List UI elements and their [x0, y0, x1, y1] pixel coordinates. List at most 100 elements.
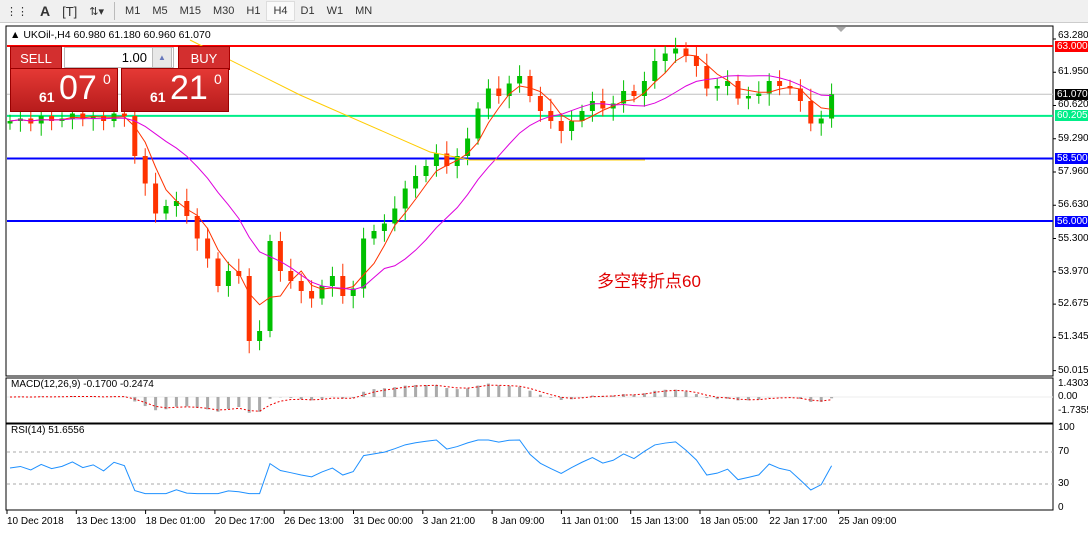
candle-body [579, 111, 585, 121]
candle-body [433, 153, 439, 166]
chart-annotation: 多空转折点60 [597, 272, 701, 291]
chart-header: ▲ UKOil-,H4 60.980 61.180 60.960 61.070 [10, 29, 211, 41]
candle-body [818, 118, 824, 124]
moving-average-fast [9, 54, 832, 306]
macd-label: MACD(12,26,9) -0.1700 -0.2474 [11, 379, 154, 390]
price-axis-label: 59.290 [1058, 132, 1088, 144]
candle-body [621, 91, 627, 104]
period-separator-icon[interactable]: ⋮⋮ [6, 5, 28, 18]
tf-m5[interactable]: M5 [152, 5, 168, 17]
candle-body [194, 216, 200, 239]
tf-mn[interactable]: MN [355, 5, 373, 17]
candle-body [361, 238, 367, 289]
tf-h4[interactable]: H4 [266, 1, 295, 21]
rsi-axis-label: 0 [1058, 502, 1064, 513]
candle-body [402, 188, 408, 209]
lot-size-input[interactable]: 1.00 [64, 47, 174, 68]
candle-body [704, 66, 710, 89]
candle-body [693, 56, 699, 66]
candle-body [745, 96, 751, 99]
candle-body [205, 238, 211, 259]
macd-frame [5, 377, 1054, 424]
candle-body [340, 276, 346, 296]
candle-body [90, 116, 96, 119]
buy-price[interactable]: 61 21 0 [121, 68, 229, 112]
candle-body [381, 223, 387, 231]
price-level-tag: 61.070 [1055, 88, 1088, 100]
lot-increase-button[interactable]: ▲ [152, 47, 172, 68]
candle-body [808, 101, 814, 124]
tf-d1[interactable]: D1 [300, 5, 315, 17]
candle-body [558, 121, 564, 131]
candle-body [444, 153, 450, 166]
candle-body [350, 288, 356, 296]
candle-body [132, 116, 138, 156]
arrows-icon[interactable]: ⇅▾ [89, 5, 105, 18]
candle-body [7, 121, 13, 124]
moving-average-long [189, 39, 645, 161]
sell-price-pips: 07 [59, 69, 97, 107]
candle-body [288, 271, 294, 281]
candle-body [215, 258, 221, 286]
candle-body [589, 101, 595, 111]
candle-body [756, 93, 762, 96]
price-axis-label: 51.345 [1058, 331, 1088, 343]
price-level-tag: 63.000 [1055, 40, 1088, 52]
candle-body [142, 156, 148, 184]
candle-body [797, 88, 803, 101]
candle-body [413, 176, 419, 189]
main-chart-frame [5, 25, 1054, 377]
candle-body [652, 61, 658, 81]
price-axis-label: 55.300 [1058, 232, 1088, 244]
candle-body [662, 53, 668, 61]
time-axis-label: 26 Dec 13:00 [284, 516, 344, 527]
chart-shift-marker [836, 27, 846, 32]
candle-body [173, 201, 179, 206]
text-label-icon[interactable]: [T] [62, 3, 78, 19]
buy-button[interactable]: BUY [178, 46, 230, 70]
tf-m1[interactable]: M1 [125, 5, 141, 17]
candle-body [246, 276, 252, 341]
time-axis-label: 25 Jan 09:00 [838, 516, 897, 527]
candle-body [465, 138, 471, 156]
candle-body [298, 281, 304, 291]
time-axis-label: 18 Jan 05:00 [700, 516, 758, 527]
tf-w1[interactable]: W1 [326, 5, 344, 17]
rsi-label: RSI(14) 51.6556 [11, 425, 85, 436]
rsi-line [9, 439, 833, 495]
rsi-frame [5, 423, 1054, 511]
price-axis-label: 60.620 [1058, 99, 1088, 111]
price-axis-label: 57.960 [1058, 166, 1088, 177]
price-level-tag: 56.000 [1055, 215, 1088, 227]
price-axis-label: 56.630 [1058, 199, 1088, 211]
candle-body [569, 121, 575, 131]
candle-body [153, 183, 159, 214]
sell-button[interactable]: SELL [10, 46, 62, 70]
candle-body [777, 81, 783, 86]
candle-body [163, 206, 169, 214]
text-a-icon[interactable]: A [40, 3, 51, 19]
chart-header-text: UKOil-,H4 60.980 61.180 60.960 61.070 [23, 29, 211, 41]
candle-body [714, 86, 720, 89]
time-axis-label: 18 Dec 01:00 [145, 516, 206, 527]
price-axis-label: 50.015 [1058, 364, 1088, 376]
candle-body [631, 91, 637, 96]
candle-body [225, 271, 231, 286]
candle-body [725, 81, 731, 86]
buy-price-prefix: 61 [150, 89, 166, 105]
candle-body [475, 108, 481, 139]
tf-h1[interactable]: H1 [246, 5, 261, 17]
rsi-axis-label: 100 [1058, 422, 1075, 433]
time-axis-label: 20 Dec 17:00 [214, 516, 275, 527]
time-axis-label: 3 Jan 21:00 [422, 516, 476, 527]
tf-m30[interactable]: M30 [213, 5, 235, 17]
tf-m15[interactable]: M15 [179, 5, 202, 17]
time-axis-label: 13 Dec 13:00 [76, 516, 136, 527]
time-axis-label: 11 Jan 01:00 [561, 516, 619, 527]
sell-price[interactable]: 61 07 0 [10, 68, 118, 112]
candle-body [641, 81, 647, 96]
macd-axis-label: -1.7355 [1058, 405, 1088, 416]
rsi-axis-label: 30 [1058, 478, 1070, 489]
price-axis-label: 61.950 [1058, 66, 1088, 78]
